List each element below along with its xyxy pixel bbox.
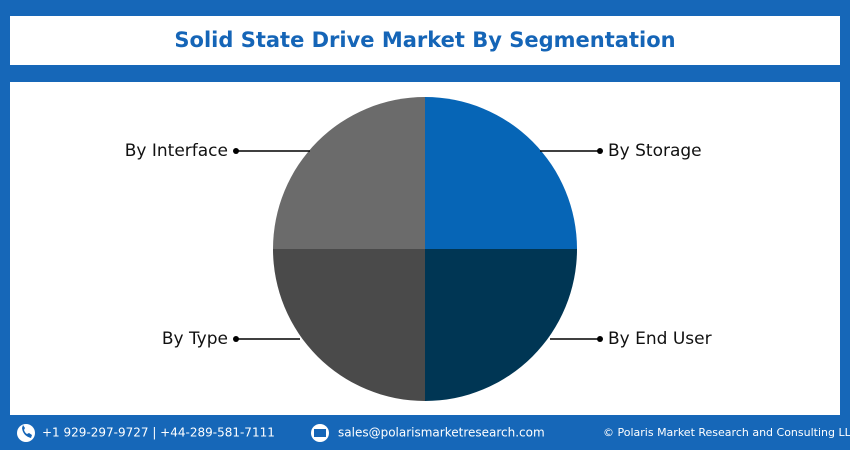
leader-lines (236, 150, 600, 340)
leader-dot (597, 336, 603, 342)
title: Solid State Drive Market By Segmentation (174, 28, 675, 52)
pie-slice (273, 97, 425, 249)
leader-dot (597, 148, 603, 154)
footer-phone: +1 929-297-9727 | +44-289-581-7111 (42, 426, 275, 440)
leader-dot (233, 148, 239, 154)
footer: +1 929-297-9727 | +44-289-581-7111 sales… (17, 424, 850, 442)
pie-slice (273, 249, 425, 401)
pie-slice (425, 249, 577, 401)
segment-label: By End User (608, 329, 712, 349)
segment-label: By Type (162, 329, 228, 349)
footer-copyright: © Polaris Market Research and Consulting… (603, 426, 850, 439)
pie (273, 97, 577, 401)
title-box (10, 16, 840, 65)
phone-icon (17, 424, 35, 442)
segment-label: By Storage (608, 141, 702, 161)
segment-label: By Interface (125, 141, 228, 161)
footer-email: sales@polarismarketresearch.com (338, 426, 545, 440)
leader-dot (233, 336, 239, 342)
email-glyph (314, 429, 326, 437)
phone-glyph (22, 425, 32, 438)
pie-slice (425, 97, 577, 249)
